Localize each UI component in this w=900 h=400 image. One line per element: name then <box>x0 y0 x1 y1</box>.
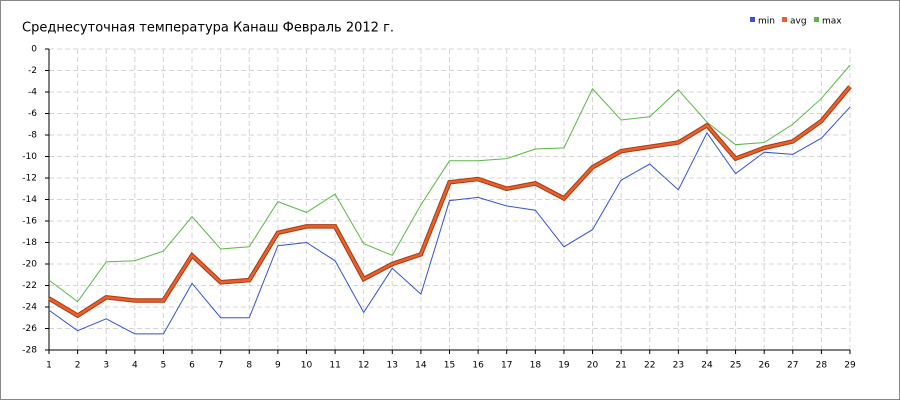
x-tick-label: 22 <box>644 361 655 371</box>
series-line <box>48 106 851 335</box>
x-tick-label: 18 <box>530 361 542 371</box>
legend-swatch <box>782 17 787 22</box>
y-tick-label: -6 <box>28 109 37 119</box>
x-tick-label: 11 <box>329 361 340 371</box>
y-tick-label: -18 <box>22 238 37 248</box>
x-tick-label: 26 <box>758 361 770 371</box>
x-tick-label: 12 <box>358 361 369 371</box>
x-tick-label: 1 <box>46 361 52 371</box>
y-tick-label: -10 <box>22 152 37 162</box>
x-tick-label: 10 <box>301 361 313 371</box>
y-tick-label: -12 <box>22 174 37 184</box>
x-tick-label: 17 <box>501 361 512 371</box>
y-tick-label: -26 <box>22 324 37 334</box>
series-line <box>48 64 851 303</box>
x-tick-label: 5 <box>161 361 167 371</box>
x-tick-label: 25 <box>730 361 741 371</box>
x-tick-label: 13 <box>387 361 398 371</box>
legend-swatch <box>814 17 819 22</box>
x-tick-label: 27 <box>787 361 798 371</box>
x-tick-label: 2 <box>75 361 81 371</box>
x-tick-label: 7 <box>218 361 224 371</box>
legend-label: max <box>822 17 842 27</box>
series-line <box>48 85 851 318</box>
x-tick-label: 4 <box>132 361 138 371</box>
x-tick-label: 6 <box>189 361 195 371</box>
y-tick-label: -2 <box>28 66 37 76</box>
x-tick-label: 15 <box>444 361 455 371</box>
legend-label: min <box>758 17 775 27</box>
x-tick-label: 24 <box>701 361 713 371</box>
x-tick-label: 28 <box>816 361 828 371</box>
x-tick-label: 3 <box>103 361 109 371</box>
y-tick-label: -16 <box>22 217 37 227</box>
y-tick-label: -24 <box>22 303 37 313</box>
y-tick-label: 0 <box>31 45 37 55</box>
x-tick-label: 19 <box>558 361 570 371</box>
y-tick-label: -28 <box>22 346 37 356</box>
x-tick-label: 21 <box>615 361 626 371</box>
y-tick-label: -22 <box>22 281 37 291</box>
legend-label: avg <box>790 17 807 27</box>
x-tick-label: 9 <box>275 361 281 371</box>
x-tick-label: 23 <box>673 361 684 371</box>
x-tick-label: 8 <box>246 361 252 371</box>
x-tick-label: 14 <box>415 361 427 371</box>
legend-swatch <box>750 17 755 22</box>
y-tick-label: -20 <box>22 260 37 270</box>
x-tick-label: 29 <box>844 361 856 371</box>
y-tick-label: -8 <box>28 131 37 141</box>
x-tick-label: 20 <box>587 361 599 371</box>
y-tick-label: -14 <box>22 195 37 205</box>
chart-title: Среднесуточная температура Канаш Февраль… <box>22 21 394 36</box>
y-tick-label: -4 <box>28 88 37 98</box>
x-tick-label: 16 <box>472 361 484 371</box>
